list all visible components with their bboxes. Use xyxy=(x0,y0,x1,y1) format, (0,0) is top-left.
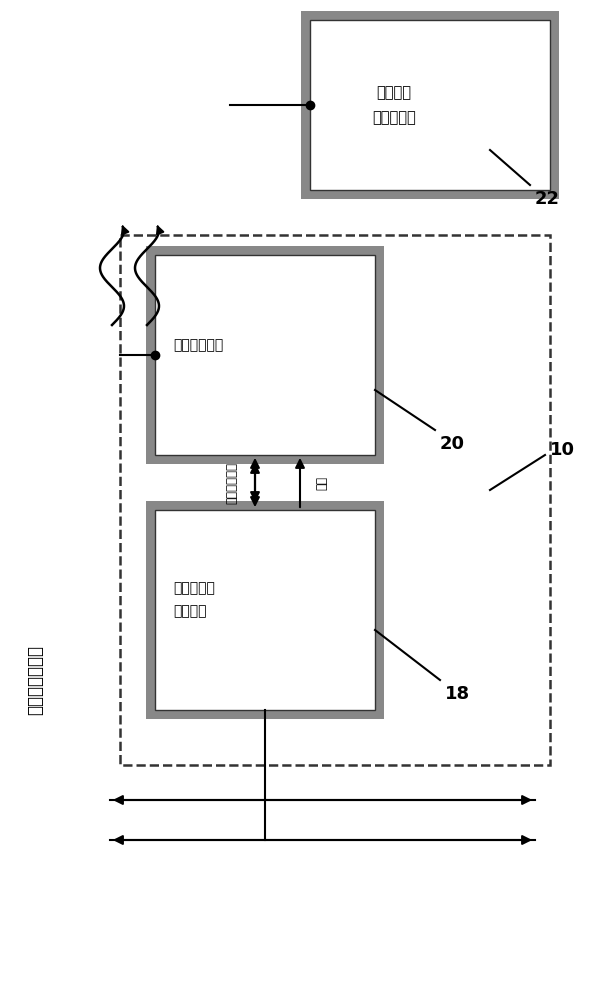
Text: 18: 18 xyxy=(445,685,470,703)
Text: 蓝牙射频模块: 蓝牙射频模块 xyxy=(173,338,223,352)
Bar xyxy=(301,11,559,199)
Text: 串行外设接口: 串行外设接口 xyxy=(226,462,239,504)
Text: 22: 22 xyxy=(535,190,560,208)
Text: 20: 20 xyxy=(440,435,465,453)
Bar xyxy=(310,20,550,190)
Text: 带有总线协
议的电路: 带有总线协 议的电路 xyxy=(173,582,215,618)
Bar xyxy=(155,255,375,455)
Text: 总线协议中继线: 总线协议中继线 xyxy=(26,645,44,715)
Bar xyxy=(146,501,384,719)
Text: 10: 10 xyxy=(550,441,575,459)
Text: 带有应用
程序的手机: 带有应用 程序的手机 xyxy=(372,85,416,125)
Bar xyxy=(146,246,384,464)
Text: 就绪: 就绪 xyxy=(316,476,329,489)
Bar xyxy=(155,510,375,710)
Bar xyxy=(120,235,550,765)
